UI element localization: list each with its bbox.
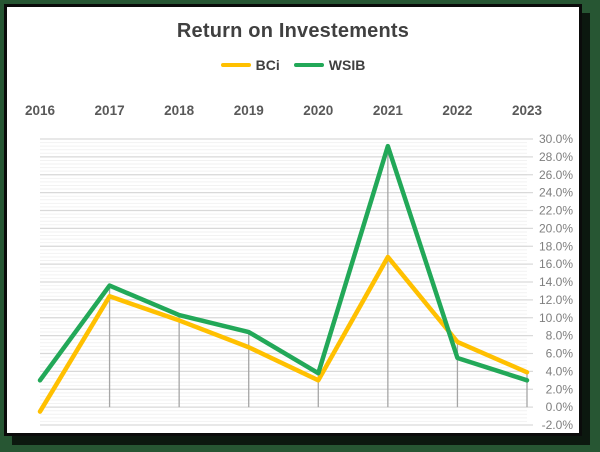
y-tick-label: 2.0% <box>546 382 574 396</box>
chart-title: Return on Investements <box>176 20 410 42</box>
chart-card[interactable]: Return on Investements BCi WSIB -2.0% 0.0%… <box>4 4 582 436</box>
wsib-legend-swatch <box>293 62 324 68</box>
series-line-BCi[interactable] <box>37 254 530 414</box>
y-tick-label: 14.0% <box>539 275 573 289</box>
bci-legend-swatch <box>220 62 251 68</box>
y-tick-label: 12.0% <box>539 293 573 307</box>
legend-label-BCi: BCi <box>255 57 280 73</box>
plot-area: -2.0% 0.0% 2.0% 4.0% 6.0% 8.0% 10.0% 12.0% 14.0%… <box>25 103 574 432</box>
x-tick-label-2019: 2019 <box>234 103 264 118</box>
y-tick-label: 10.0% <box>539 311 573 325</box>
y-tick-label: 16.0% <box>539 257 573 271</box>
legend-label-WSIB: WSIB <box>328 57 366 73</box>
y-tick-label: 20.0% <box>539 221 573 235</box>
series-line-WSIB[interactable] <box>37 143 530 383</box>
y-tick-label: 28.0% <box>539 150 573 164</box>
y-tick-label: 30.0% <box>539 132 573 146</box>
y-tick-label: 26.0% <box>539 168 573 182</box>
x-tick-label-2018: 2018 <box>164 103 195 118</box>
legend-item-BCi[interactable]: BCi <box>220 57 280 73</box>
x-tick-label-2023: 2023 <box>512 103 543 118</box>
y-tick-label: 0.0% <box>546 400 574 414</box>
x-tick-label-2020: 2020 <box>303 103 333 118</box>
y-tick-label: 22.0% <box>539 204 573 218</box>
legend-item-WSIB[interactable]: WSIB <box>293 57 366 73</box>
x-tick-label-2022: 2022 <box>442 103 472 118</box>
y-tick-label: 24.0% <box>539 186 573 200</box>
y-tick-label: 6.0% <box>546 347 574 361</box>
y-tick-label: 8.0% <box>546 329 574 343</box>
y-tick-label: 4.0% <box>546 364 574 378</box>
y-tick-label: 18.0% <box>539 239 573 253</box>
x-tick-label-2021: 2021 <box>373 103 404 118</box>
x-tick-label-2016: 2016 <box>25 103 56 118</box>
y-tick-label: -2.0% <box>542 418 574 432</box>
legend: BCi WSIB <box>7 55 579 75</box>
x-tick-label-2017: 2017 <box>95 103 125 118</box>
